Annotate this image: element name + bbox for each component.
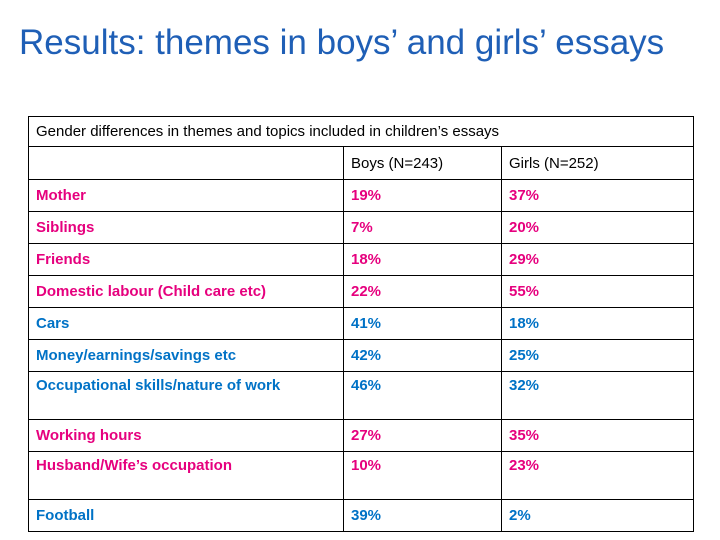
theme-cell: Working hours	[28, 419, 344, 452]
girls-cell: 2%	[500, 499, 695, 532]
table-caption: Gender differences in themes and topics …	[27, 116, 695, 147]
header-theme	[28, 146, 344, 180]
boys-cell: 10%	[343, 451, 502, 500]
table-row: Cars 41% 18%	[28, 307, 695, 340]
girls-cell: 23%	[500, 451, 695, 500]
slide-title: Results: themes in boys’ and girls’ essa…	[19, 23, 665, 62]
girls-cell: 18%	[500, 307, 695, 340]
theme-cell: Friends	[28, 243, 344, 276]
girls-cell: 37%	[500, 179, 695, 212]
boys-cell: 19%	[343, 179, 502, 212]
table-row: Mother 19% 37%	[28, 179, 695, 212]
theme-cell: Mother	[28, 179, 344, 212]
boys-cell: 22%	[343, 275, 502, 308]
boys-cell: 7%	[343, 211, 502, 244]
theme-cell: Football	[28, 499, 344, 532]
table-header-row: Boys (N=243) Girls (N=252)	[28, 146, 695, 180]
boys-cell: 27%	[343, 419, 502, 452]
table-row: Siblings 7% 20%	[28, 211, 695, 244]
girls-cell: 32%	[500, 371, 695, 420]
table-row: Working hours 27% 35%	[28, 419, 695, 452]
table-row: Occupational skills/nature of work 46% 3…	[28, 371, 695, 420]
theme-cell: Domestic labour (Child care etc)	[28, 275, 344, 308]
table-row: Money/earnings/savings etc 42% 25%	[28, 339, 695, 372]
girls-cell: 25%	[500, 339, 695, 372]
girls-cell: 55%	[500, 275, 695, 308]
table-row: Friends 18% 29%	[28, 243, 695, 276]
theme-cell: Occupational skills/nature of work	[28, 371, 344, 420]
header-boys: Boys (N=243)	[343, 146, 502, 180]
results-table: Gender differences in themes and topics …	[27, 116, 695, 532]
header-girls: Girls (N=252)	[500, 146, 695, 180]
table-caption-row: Gender differences in themes and topics …	[27, 116, 695, 147]
girls-cell: 29%	[500, 243, 695, 276]
girls-cell: 35%	[500, 419, 695, 452]
boys-cell: 18%	[343, 243, 502, 276]
theme-cell: Husband/Wife’s occupation	[28, 451, 344, 500]
theme-cell: Cars	[28, 307, 344, 340]
theme-cell: Siblings	[28, 211, 344, 244]
boys-cell: 41%	[343, 307, 502, 340]
table-row: Football 39% 2%	[28, 499, 695, 532]
boys-cell: 46%	[343, 371, 502, 420]
boys-cell: 39%	[343, 499, 502, 532]
theme-cell: Money/earnings/savings etc	[28, 339, 344, 372]
table-row: Husband/Wife’s occupation 10% 23%	[28, 451, 695, 500]
boys-cell: 42%	[343, 339, 502, 372]
girls-cell: 20%	[500, 211, 695, 244]
table-row: Domestic labour (Child care etc) 22% 55%	[28, 275, 695, 308]
